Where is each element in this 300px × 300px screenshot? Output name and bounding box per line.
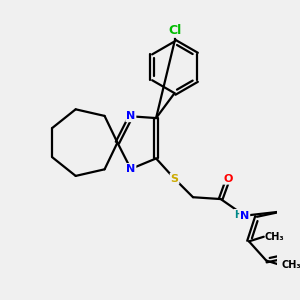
Text: N: N	[126, 164, 136, 174]
Text: N: N	[240, 211, 249, 221]
Text: CH₃: CH₃	[282, 260, 300, 270]
Text: S: S	[170, 174, 178, 184]
Text: CH₃: CH₃	[265, 232, 284, 242]
Text: N: N	[126, 111, 136, 121]
Text: H: H	[234, 210, 242, 220]
Text: O: O	[224, 174, 233, 184]
Text: Cl: Cl	[168, 24, 181, 37]
